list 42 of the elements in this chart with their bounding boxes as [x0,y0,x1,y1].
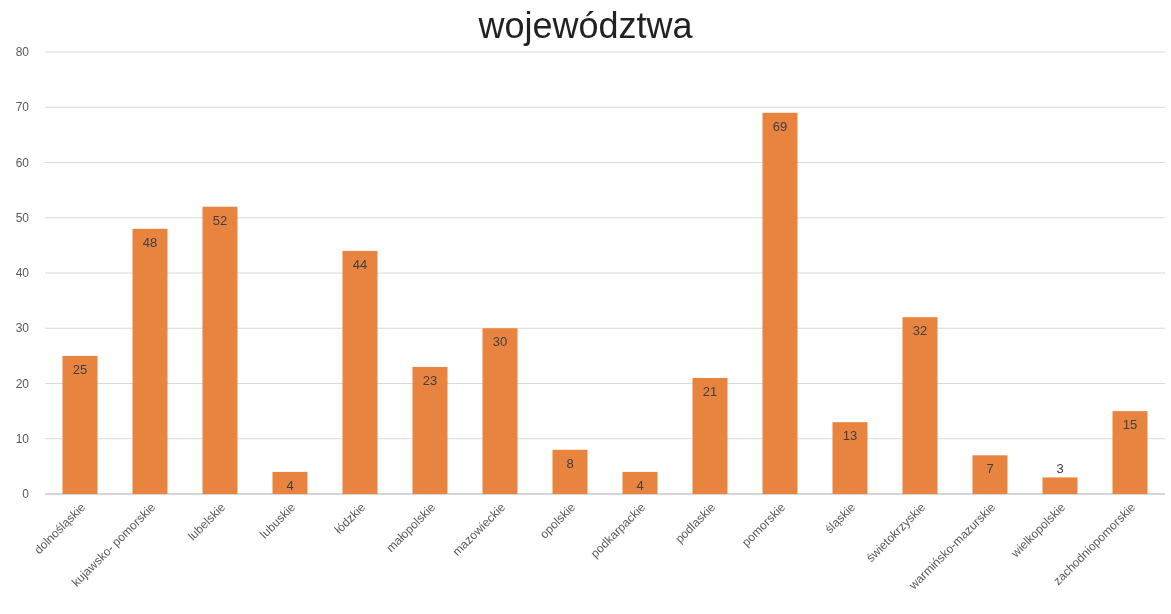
data-label: 52 [212,212,228,228]
bar [1042,477,1078,494]
y-tick-label: 80 [15,45,30,59]
y-tick-label: 50 [15,210,30,225]
bar [1112,411,1148,494]
bar [972,455,1008,494]
data-label: 13 [842,428,858,444]
bar [762,112,798,494]
y-tick-label: 40 [15,266,30,280]
chart-title: województwa [477,5,694,46]
bar [482,328,518,494]
bar [832,422,868,494]
data-label: 44 [352,256,368,272]
bar [342,250,378,494]
data-label: 32 [912,323,928,339]
bar [552,449,588,494]
data-label: 3 [1056,461,1064,477]
bar [202,206,238,494]
bar [622,471,658,494]
bar [692,377,728,494]
bar [902,317,938,494]
y-tick-label: 60 [15,155,30,170]
y-tick-label: 10 [15,431,30,446]
data-label: 30 [492,334,508,350]
data-label: 23 [422,372,438,388]
data-label: 7 [986,461,994,477]
data-label: 21 [702,383,718,399]
bar [412,366,448,494]
data-label: 4 [286,477,294,493]
data-label: 4 [636,477,644,493]
y-tick-label: 70 [15,100,30,115]
bar [132,228,168,494]
bar [272,471,308,494]
y-tick-label: 0 [22,487,30,501]
y-tick-label: 20 [15,376,30,391]
bar [62,355,98,494]
data-label: 25 [72,361,88,377]
data-label: 8 [566,455,574,471]
data-label: 69 [772,118,788,134]
data-label: 48 [142,234,158,250]
data-label: 15 [1122,417,1138,433]
y-tick-label: 30 [15,321,30,336]
